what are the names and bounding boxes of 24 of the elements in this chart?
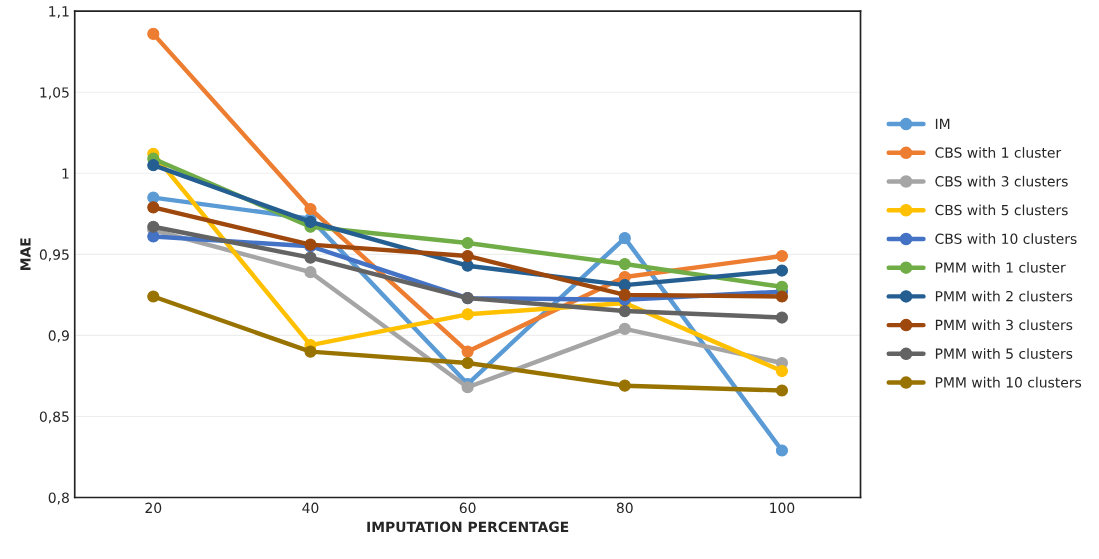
y-tick-label: 1,05 — [40, 87, 69, 100]
legend-label: CBS with 1 cluster — [935, 147, 1062, 158]
legend-label: CBS with 3 clusters — [935, 175, 1068, 187]
x-tick-label: 20 — [145, 502, 162, 514]
legend-label: PMM with 5 clusters — [935, 348, 1073, 359]
legend-label: PMM with 2 clusters — [935, 290, 1073, 302]
legend-label: IM — [935, 118, 950, 129]
y-tick-label: 0,8 — [48, 492, 69, 505]
x-tick-label: 40 — [302, 502, 319, 514]
x-axis-title: IMPUTATION PERCENTAGE — [367, 521, 569, 533]
x-tick-label: 80 — [616, 502, 633, 514]
y-tick-label: 1 — [62, 168, 69, 179]
legend-label: CBS with 5 clusters — [935, 204, 1068, 216]
y-tick-label: 1,1 — [49, 6, 69, 19]
x-tick-label: 100 — [770, 502, 795, 514]
legend-label: CBS with 10 clusters — [935, 233, 1077, 245]
y-axis-title: MAE — [20, 238, 31, 271]
y-tick-label: 0,95 — [39, 249, 69, 262]
legend-label: PMM with 10 clusters — [935, 376, 1082, 388]
x-tick-label: 60 — [459, 502, 476, 514]
legend-label: PMM with 1 cluster — [935, 261, 1066, 273]
legend-label: PMM with 3 clusters — [935, 319, 1073, 331]
y-tick-label: 0,9 — [48, 330, 69, 343]
y-tick-label: 0,85 — [39, 411, 69, 424]
